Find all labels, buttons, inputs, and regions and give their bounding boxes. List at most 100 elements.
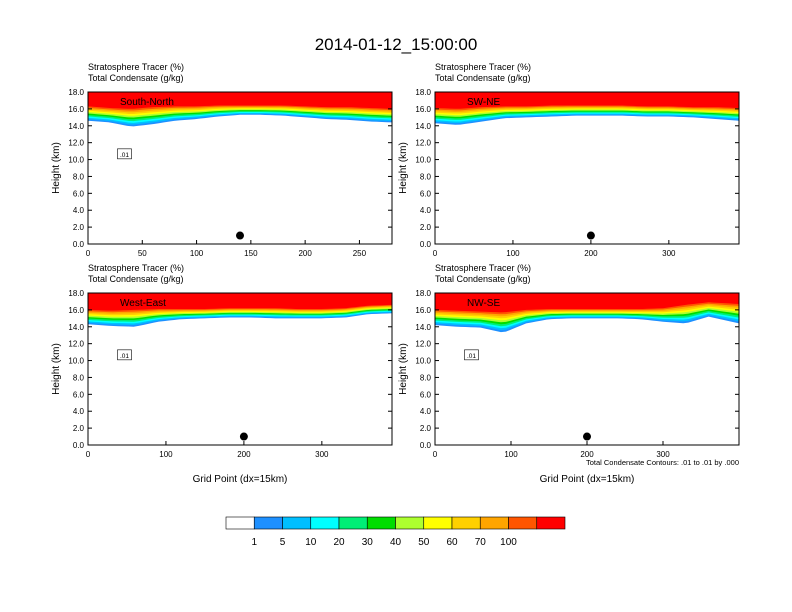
tracer-field <box>435 293 739 445</box>
tracer-band-max <box>435 92 739 109</box>
x-tick-label: 200 <box>584 249 598 258</box>
y-tick-label: 16.0 <box>68 105 84 114</box>
colorbar-box <box>310 516 340 530</box>
panel-1: 0.0 2.0 4.0 6.0 8.0 10.0 12.0 14.0 16.0 18.0 0 100 2… <box>398 62 740 258</box>
x-axis-label: Grid Point (dx=15km) <box>193 474 288 485</box>
x-tick-label: 50 <box>138 249 147 258</box>
panel-3: 0.0 2.0 4.0 6.0 8.0 10.0 12.0 14.0 16.0 18.0 0 100 2… <box>398 263 740 485</box>
x-tick-label: 0 <box>86 249 91 258</box>
panel-0: 0.0 2.0 4.0 6.0 8.0 10.0 12.0 14.0 16.0 18.0 0 50 10… <box>51 62 393 258</box>
header-line-2: Total Condensate (g/kg) <box>435 274 531 284</box>
panel-2: 0.0 2.0 4.0 6.0 8.0 10.0 12.0 14.0 16.0 18.0 0 100 2… <box>51 263 393 485</box>
colorbar-box <box>395 516 425 530</box>
y-tick-label: 14.0 <box>415 122 431 131</box>
y-tick-label: 8.0 <box>420 373 432 382</box>
panel-label: West-East <box>120 298 166 309</box>
y-tick-label: 16.0 <box>415 105 431 114</box>
plot-frame <box>87 292 393 446</box>
panel-label: SW-NE <box>467 97 500 108</box>
x-tick-label: 200 <box>298 249 312 258</box>
colorbar-label: 30 <box>362 537 374 548</box>
y-tick-label: 14.0 <box>68 323 84 332</box>
header-line-2: Total Condensate (g/kg) <box>435 73 531 83</box>
y-tick-label: 16.0 <box>68 306 84 315</box>
y-tick-label: 6.0 <box>73 189 85 198</box>
y-tick-label: 6.0 <box>73 390 85 399</box>
x-tick-label: 250 <box>353 249 367 258</box>
y-tick-label: 16.0 <box>415 306 431 315</box>
y-tick-label: 8.0 <box>73 373 85 382</box>
y-tick-label: 6.0 <box>420 390 432 399</box>
y-tick-label: 0.0 <box>420 240 432 249</box>
colorbar: 1 5 10 20 30 40 50 60 70 100 <box>225 516 566 548</box>
y-tick-label: 0.0 <box>73 441 85 450</box>
x-tick-label: 150 <box>244 249 258 258</box>
colorbar-label: 5 <box>280 537 286 548</box>
colorbar-box <box>536 516 566 530</box>
colorbar-label: 10 <box>305 537 317 548</box>
y-tick-label: 14.0 <box>415 323 431 332</box>
x-tick-label: 300 <box>315 450 329 459</box>
x-tick-label: 300 <box>656 450 670 459</box>
location-marker <box>586 231 595 240</box>
y-tick-label: 10.0 <box>68 357 84 366</box>
y-tick-label: 12.0 <box>68 139 84 148</box>
x-tick-label: 300 <box>662 249 676 258</box>
contour-label-box <box>117 349 132 361</box>
y-axis-label: Height (km) <box>51 142 62 194</box>
x-tick-label: 100 <box>159 450 173 459</box>
colorbar-box <box>253 516 283 530</box>
x-tick-label: 0 <box>86 450 91 459</box>
location-marker <box>236 231 244 240</box>
colorbar-box <box>338 516 368 530</box>
y-tick-label: 12.0 <box>415 139 431 148</box>
y-tick-label: 18.0 <box>415 88 431 97</box>
y-tick-label: 4.0 <box>73 206 85 215</box>
y-tick-label: 2.0 <box>73 223 85 232</box>
colorbar-box <box>423 516 453 530</box>
y-tick-label: 8.0 <box>73 172 85 181</box>
x-tick-label: 100 <box>506 249 520 258</box>
header-line-2: Total Condensate (g/kg) <box>88 274 184 284</box>
colorbar-label: 1 <box>251 537 257 548</box>
contour-label: .01 <box>120 152 129 159</box>
header-line-1: Stratosphere Tracer (%) <box>88 62 184 72</box>
y-tick-label: 10.0 <box>415 156 431 165</box>
colorbar-label: 70 <box>475 537 487 548</box>
y-tick-label: 0.0 <box>73 240 85 249</box>
x-axis-label: Grid Point (dx=15km) <box>540 474 635 485</box>
y-tick-label: 2.0 <box>420 424 432 433</box>
contour-footnote: Total Condensate Contours: .01 to .01 by… <box>586 458 739 467</box>
location-marker <box>239 432 248 441</box>
contour-label: .01 <box>120 353 129 360</box>
y-tick-label: 18.0 <box>415 289 431 298</box>
panel-label: NW-SE <box>467 298 500 309</box>
tracer-field <box>435 92 739 244</box>
colorbar-box <box>451 516 481 530</box>
tracer-field <box>88 92 392 244</box>
colorbar-box <box>225 516 255 530</box>
y-tick-label: 4.0 <box>73 407 85 416</box>
x-tick-label: 200 <box>237 450 251 459</box>
x-tick-label: 0 <box>433 450 438 459</box>
y-axis-label: Height (km) <box>398 142 409 194</box>
contour-label-box <box>464 349 479 361</box>
colorbar-box <box>479 516 509 530</box>
tracer-band-max <box>88 293 392 311</box>
y-tick-label: 8.0 <box>420 172 432 181</box>
colorbar-box <box>282 516 312 530</box>
x-tick-label: 0 <box>433 249 438 258</box>
header-line-1: Stratosphere Tracer (%) <box>88 263 184 273</box>
y-tick-label: 18.0 <box>68 289 84 298</box>
y-axis-label: Height (km) <box>51 343 62 395</box>
tracer-field <box>88 293 392 445</box>
y-tick-label: 12.0 <box>68 340 84 349</box>
figure-title: 2014-01-12_15:00:00 <box>315 35 478 54</box>
panel-label: South-North <box>120 97 174 108</box>
y-tick-label: 6.0 <box>420 189 432 198</box>
panels: 0.0 2.0 4.0 6.0 8.0 10.0 12.0 14.0 16.0 18.0 0 50 10… <box>51 62 740 485</box>
header-line-2: Total Condensate (g/kg) <box>88 73 184 83</box>
plot-frame <box>434 91 740 245</box>
header-line-1: Stratosphere Tracer (%) <box>435 263 531 273</box>
